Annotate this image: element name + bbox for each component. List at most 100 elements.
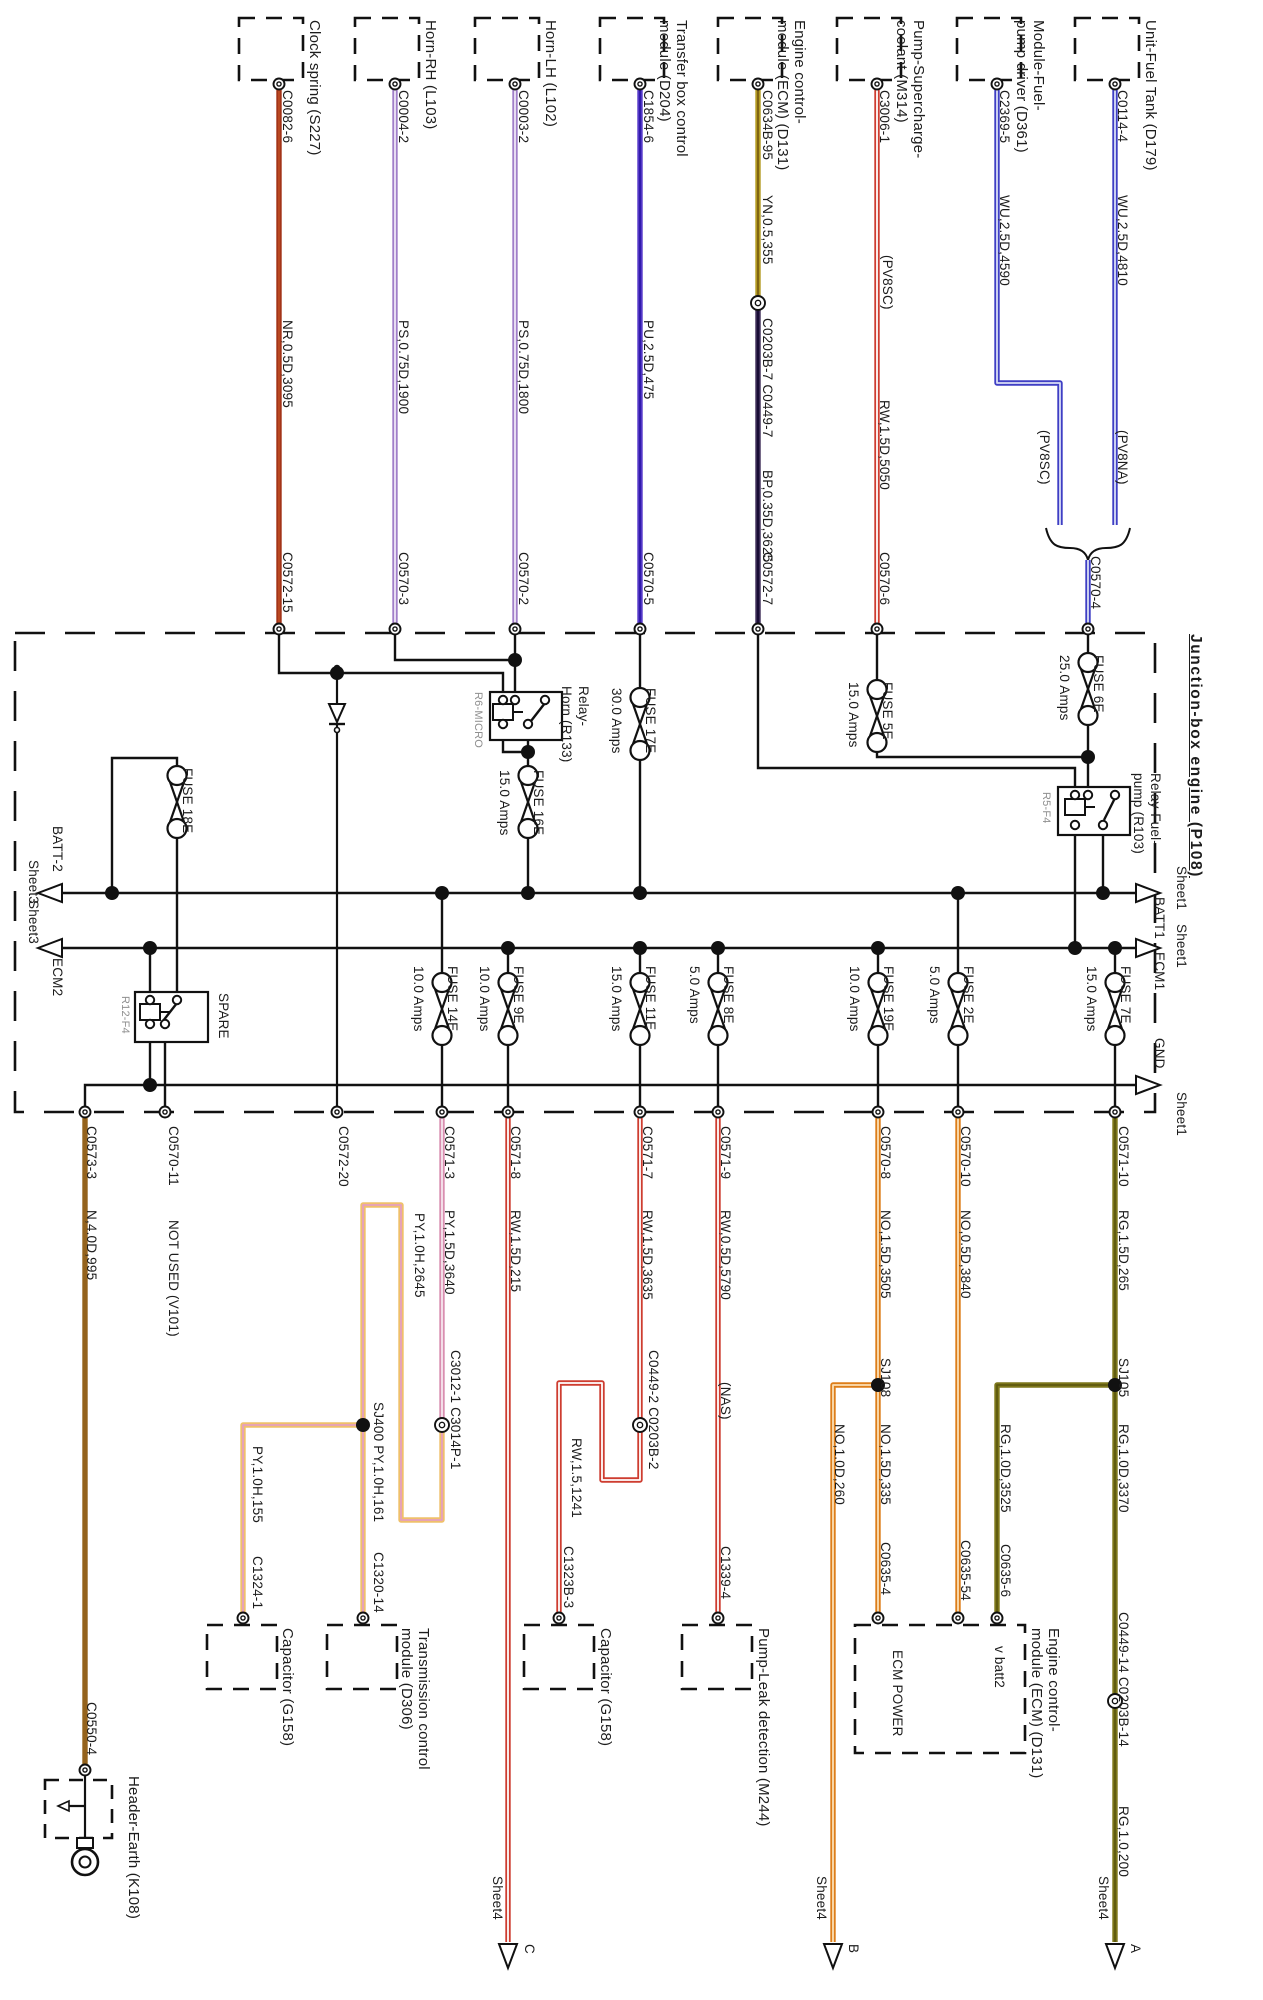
label-py-1-5d-3640: PY,1.5D,3640 <box>442 1210 457 1295</box>
label-fuse-5e: FUSE 5E <box>880 682 895 740</box>
label-pu-2-5d-475: PU,2.5D,475 <box>641 320 656 400</box>
fuse-6e-top <box>1077 651 1099 674</box>
label-rg-1-0d-3525: RG,1.0D,3525 <box>998 1424 1013 1513</box>
label-ps-0-75d-1900: PS,0.75D,1900 <box>396 320 411 415</box>
label-c0571-10: C0571-10 <box>1116 1126 1131 1187</box>
label-rw-1-5-1241: RW,1.5,1241 <box>569 1438 584 1519</box>
fuse-6e-x2 <box>1079 668 1097 710</box>
wire-no-260-core <box>832 1384 878 1942</box>
fuse-5e-bottom <box>866 731 888 754</box>
label-sj400-py-1-0h-161: SJ400 PY,1.0H,161 <box>371 1402 386 1523</box>
label-c0635-6: C0635-6 <box>998 1544 1013 1598</box>
offpage-batt1-sheet1 <box>1135 882 1163 904</box>
connector-icon-inner-1 <box>392 626 398 632</box>
label-rg-1-0-200: RG,1.0,200 <box>1116 1806 1131 1878</box>
label-relay-fuel: Relay-Fuel- pump (R103) <box>1131 773 1163 854</box>
label-c0203b-7-c0449-7: C0203B-7 C0449-7 <box>760 318 775 438</box>
relay-fuel-pump-r103-terminal-1 <box>1082 789 1094 801</box>
connector-icon-inner-14 <box>875 1109 881 1115</box>
label-unit-fuel-tank-d179: Unit-Fuel Tank (D179) <box>1142 20 1159 171</box>
label-c0571-3: C0571-3 <box>442 1126 457 1180</box>
label-ps-0-75d-1800: PS,0.75D,1800 <box>516 320 531 415</box>
connector-icon-inner-15 <box>955 1109 961 1115</box>
connector-icon-inner-36 <box>1111 1697 1119 1705</box>
label-fuse-11e: FUSE 11E <box>643 966 658 1031</box>
connector-icon-inner-30 <box>955 1615 961 1621</box>
label-c0082-6: C0082-6 <box>280 90 295 144</box>
relay-horn-r133-terminal-2 <box>539 694 551 706</box>
connector-icon-inner-35 <box>636 1421 644 1429</box>
label-c0550-4: C0550-4 <box>84 1702 99 1756</box>
label-15-0-amps: 15.0 Amps <box>1084 966 1099 1032</box>
label-pv8na: (PV8NA) <box>1115 430 1130 485</box>
label-c0572-15: C0572-15 <box>280 552 295 613</box>
fuse-8e-x2 <box>709 988 727 1030</box>
connector-icon-inner-19 <box>512 81 518 87</box>
offpage-ecm1-sheet1 <box>1135 937 1163 959</box>
label-c0570-5: C0570-5 <box>641 552 656 606</box>
component-ecm-bottom <box>853 1623 1027 1755</box>
label-py-1-0h-2645: PY,1.0H,2645 <box>412 1213 427 1298</box>
connector-icon-32 <box>78 1763 92 1777</box>
connector-icon-36 <box>1107 1693 1123 1709</box>
label-b: B <box>846 1944 861 1954</box>
connector-icon-4 <box>751 622 765 636</box>
label-c2369-5: C2369-5 <box>997 90 1012 144</box>
label-15-0-amps: 15.0 Amps <box>609 966 624 1032</box>
label-c0570-10: C0570-10 <box>958 1126 973 1187</box>
label-c0570-2: C0570-2 <box>516 552 531 606</box>
connector-icon-inner-11 <box>505 1109 511 1115</box>
label-nr-0-5d-3095: NR,0.5D,3095 <box>280 320 295 408</box>
label-junction-box-engine-p108: Junction-box engine (P108) <box>1187 634 1204 878</box>
connector-icon-inner-9 <box>334 1109 340 1115</box>
connector-icon-inner-17 <box>276 81 282 87</box>
label-c1339-4: C1339-4 <box>718 1546 733 1600</box>
connector-icon-inner-16 <box>1112 1109 1118 1115</box>
label-sj108: SJ108 <box>878 1358 893 1398</box>
label-rw-0-5d-5790: RW,0.5D,5790 <box>718 1210 733 1300</box>
junction-dot-12 <box>633 941 647 955</box>
relay-spare-r12f4-terminal-0 <box>144 994 156 1006</box>
connector-icon-2 <box>508 622 522 636</box>
connector-icon-30 <box>951 1611 965 1625</box>
junction-dot-7 <box>633 886 647 900</box>
component-capacitor-1 <box>205 1623 279 1691</box>
connector-icon-inner-26 <box>360 1615 366 1621</box>
label-c1320-14: C1320-14 <box>371 1552 386 1613</box>
junction-dot-14 <box>871 941 885 955</box>
offpage-gnd-sheet1 <box>1135 1074 1163 1096</box>
junction-dot-20 <box>1108 1378 1122 1392</box>
connector-icon-5 <box>870 622 884 636</box>
label-yn-0-5-355: YN,0.5,355 <box>760 195 775 265</box>
label-nas: (NAS) <box>718 1382 733 1420</box>
fuse-19e-bottom <box>867 1024 889 1047</box>
label-c0003-2: C0003-2 <box>516 90 531 144</box>
label-capacitor-g158: Capacitor (G158) <box>279 1628 296 1747</box>
connector-icon-9 <box>330 1105 344 1119</box>
wire-py-branch-core <box>242 1424 363 1614</box>
label-fuse-9e: FUSE 9E <box>511 966 526 1024</box>
label-fuse-14e: FUSE 14E <box>445 966 460 1032</box>
label-fuse-7e: FUSE 7E <box>1118 966 1133 1024</box>
fuse-2e-top <box>947 971 969 994</box>
connector-icon-inner-25 <box>240 1615 246 1621</box>
fuse-8e-bottom <box>707 1024 729 1047</box>
connector-icon-11 <box>501 1105 515 1119</box>
junction-dot-13 <box>711 941 725 955</box>
fuse-14e-x2 <box>433 988 451 1030</box>
connector-icon-inner-6 <box>1085 626 1091 632</box>
connector-icon-inner-32 <box>82 1767 88 1773</box>
label-c3006-1: C3006-1 <box>877 90 892 144</box>
component-coolant-pump <box>835 16 903 82</box>
component-capacitor-2 <box>522 1623 596 1691</box>
label-transmission-control: Transmission control module (D306) <box>398 1628 432 1770</box>
offpage-sheet4-a <box>1104 1943 1126 1971</box>
connector-icon-12 <box>633 1105 647 1119</box>
relay-horn-r133-terminal-1 <box>509 694 521 706</box>
relay-fuel-pump-r103-terminal-2 <box>1109 789 1121 801</box>
junction-dot-1 <box>508 653 522 667</box>
connector-icon-23 <box>990 77 1004 91</box>
label-pump-leak-detection-m244: Pump-Leak detection (M244) <box>755 1628 772 1827</box>
connector-icon-inner-22 <box>874 81 880 87</box>
